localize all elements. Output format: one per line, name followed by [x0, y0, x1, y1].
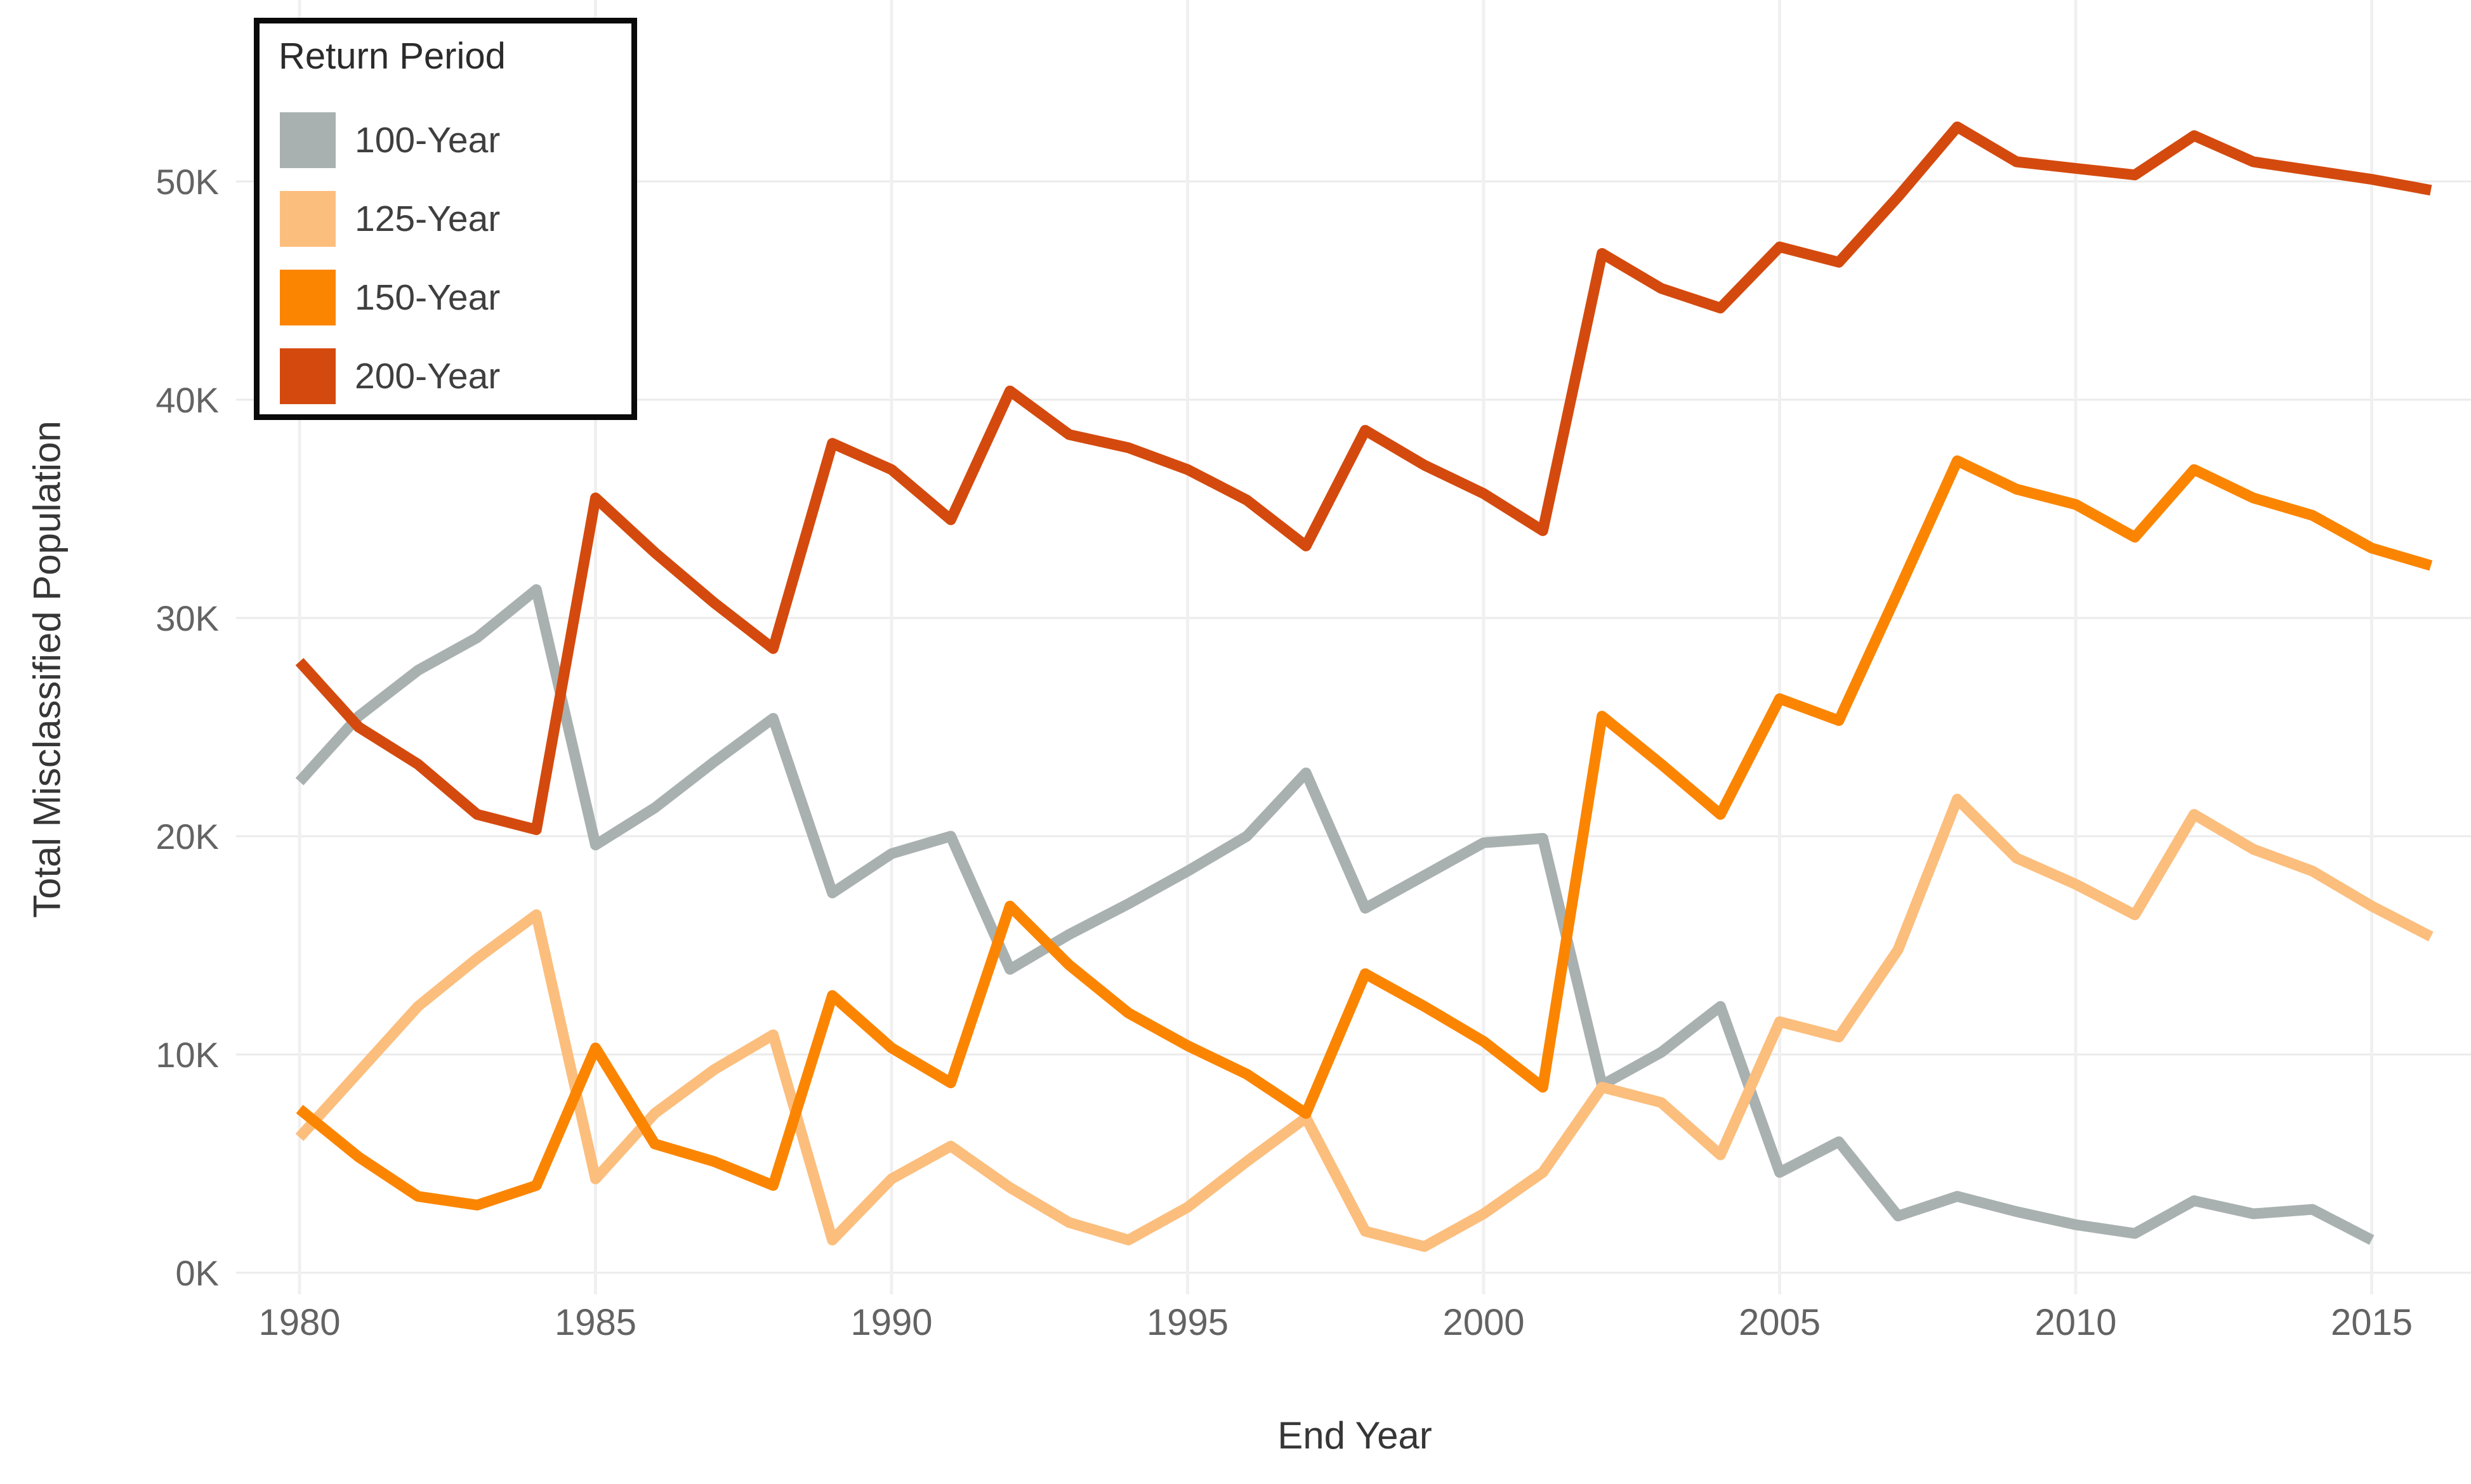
x-tick-label: 1995	[1147, 1302, 1229, 1343]
x-tick-label: 1990	[850, 1302, 932, 1343]
line-100-year[interactable]	[295, 584, 2375, 1245]
y-tick-label: 20K	[155, 817, 219, 857]
legend-item-label: 200-Year	[355, 356, 501, 397]
series-lines	[295, 121, 2434, 1252]
y-tick-label: 30K	[155, 598, 219, 638]
legend: Return Period 100-Year 125-Year 150-Year 20…	[254, 18, 637, 420]
legend-item-label: 150-Year	[355, 277, 501, 318]
x-axis-tick-labels: 1980 1985 1990 1995 2000 2005 2010 2015	[258, 1302, 2413, 1343]
legend-item-label: 125-Year	[355, 199, 501, 239]
legend-item-200-year[interactable]: 200-Year	[280, 348, 500, 404]
vertical-gridlines	[298, 0, 2373, 1294]
y-tick-label: 10K	[155, 1035, 219, 1075]
y-axis-tick-labels: 0K 10K 20K 30K 40K 50K	[155, 162, 219, 1293]
x-tick-label: 2005	[1739, 1302, 1821, 1343]
line-200-year[interactable]	[295, 121, 2432, 836]
x-tick-label: 1985	[555, 1302, 636, 1343]
color-swatch-125-year	[280, 191, 336, 247]
line-125-year[interactable]	[295, 794, 2434, 1252]
color-swatch-100-year	[280, 112, 336, 168]
y-tick-label: 50K	[155, 162, 219, 202]
legend-item-label: 100-Year	[355, 120, 501, 161]
legend-title: Return Period	[279, 36, 506, 77]
legend-item-100-year[interactable]: 100-Year	[280, 112, 500, 168]
y-tick-label: 0K	[176, 1253, 220, 1293]
x-tick-label: 2015	[2331, 1302, 2413, 1343]
x-tick-label: 1980	[258, 1302, 340, 1343]
color-swatch-200-year	[280, 348, 336, 404]
x-tick-label: 2010	[2034, 1302, 2116, 1343]
legend-item-150-year[interactable]: 150-Year	[280, 270, 500, 325]
color-swatch-150-year	[280, 270, 336, 325]
line-150-year[interactable]	[296, 455, 2433, 1211]
y-axis-title: Total Misclassified Population	[25, 421, 69, 918]
x-axis-title: End Year	[1277, 1414, 1432, 1457]
y-tick-label: 40K	[155, 380, 219, 420]
x-tick-label: 2000	[1442, 1302, 1524, 1343]
legend-item-125-year[interactable]: 125-Year	[280, 191, 500, 247]
